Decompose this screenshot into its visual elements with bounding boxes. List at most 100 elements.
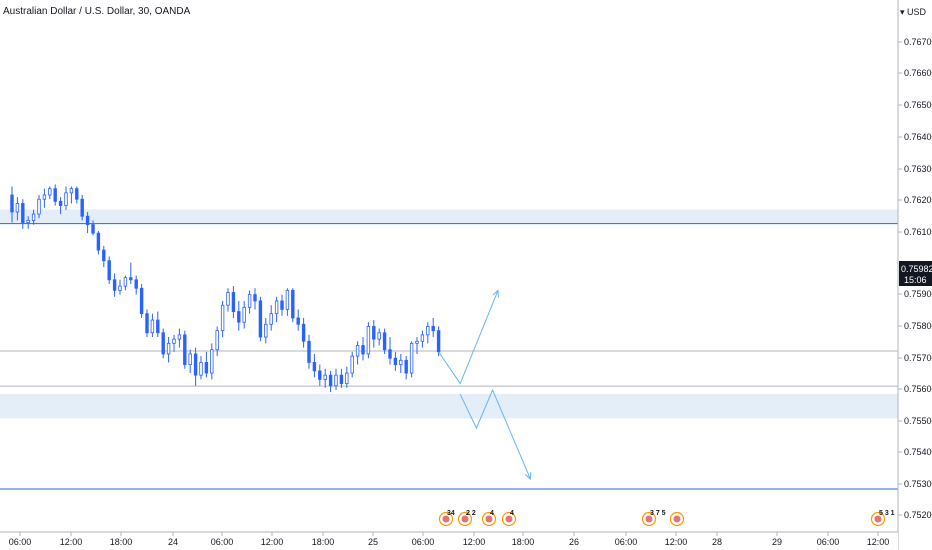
event-count: 5 3 1 <box>879 510 895 517</box>
event-marker-1[interactable]: 2 2 <box>457 510 476 527</box>
candle <box>339 374 344 385</box>
plot-area[interactable] <box>0 0 898 532</box>
x-tick-label: 24 <box>168 537 178 547</box>
event-marker-3[interactable]: 4 <box>501 510 517 527</box>
flag-center <box>485 515 493 523</box>
last-price-tag-bg <box>899 261 932 286</box>
projection-arrow-head-1 <box>524 471 532 481</box>
last-price-tag: 0.75982 15:06 <box>899 261 932 286</box>
candle <box>177 334 182 340</box>
candle <box>91 224 95 234</box>
candle <box>204 362 209 374</box>
projection-path-0 <box>438 290 499 385</box>
event-marker-5[interactable] <box>669 511 685 527</box>
candle <box>31 213 36 221</box>
candle <box>345 372 349 385</box>
x-tick-label: 25 <box>368 537 378 547</box>
flag-center <box>874 515 882 523</box>
y-tick-label: 0.75200 <box>904 510 932 520</box>
candle <box>183 334 187 365</box>
candle <box>80 198 84 217</box>
x-tick-label: 12:00 <box>867 537 890 547</box>
candle <box>53 188 57 202</box>
x-tick-label: 12:00 <box>60 537 83 547</box>
candle <box>64 192 68 206</box>
candle <box>269 313 273 325</box>
event-marker-2[interactable]: 4 <box>481 510 497 527</box>
projection-path-1 <box>459 388 531 480</box>
candle <box>361 345 365 355</box>
event-count: 2 2 <box>466 510 476 517</box>
event-marker-6[interactable]: 5 3 1 <box>870 510 895 527</box>
candle <box>145 313 149 334</box>
time-axis[interactable] <box>0 532 898 550</box>
candle <box>107 260 111 281</box>
event-marker-0[interactable]: 34 <box>438 510 455 527</box>
candle <box>280 300 284 310</box>
event-marker-4[interactable]: 3 7 5 <box>641 510 666 527</box>
currency-selector-box <box>902 4 928 18</box>
x-tick-label: 06:00 <box>211 537 234 547</box>
candle <box>69 188 74 194</box>
currency-selector[interactable]: USD ▾ <box>900 4 928 18</box>
candle <box>409 342 414 374</box>
x-tick-label: 18:00 <box>312 537 335 547</box>
candle <box>301 323 306 342</box>
flag-center <box>645 515 653 523</box>
candle <box>334 374 338 387</box>
candle <box>215 330 219 351</box>
candle <box>150 319 155 334</box>
candle <box>21 203 25 223</box>
flag-center <box>673 515 681 523</box>
candle <box>382 332 387 351</box>
flag-center <box>505 515 513 523</box>
candle <box>85 215 90 226</box>
candle <box>372 326 376 340</box>
candle <box>129 277 133 281</box>
event-count: 34 <box>447 510 455 517</box>
candle <box>264 323 268 338</box>
x-tick-label: 12:00 <box>665 537 688 547</box>
candle <box>193 353 198 376</box>
candle <box>253 294 257 302</box>
event-count: 4 <box>510 510 514 517</box>
chart-title: Australian Dollar / U.S. Dollar, 30, OAN… <box>3 6 191 17</box>
candle <box>96 232 101 251</box>
candle <box>312 362 317 372</box>
candle <box>226 292 230 306</box>
candle <box>436 330 441 353</box>
flag-center <box>461 515 469 523</box>
candle <box>404 359 408 374</box>
bar-countdown: 15:06 <box>904 275 927 285</box>
candle <box>355 345 360 357</box>
candle <box>58 200 63 206</box>
x-tick-label: 26 <box>569 537 579 547</box>
candle <box>199 362 203 376</box>
candle <box>328 374 333 387</box>
candle <box>426 326 430 336</box>
candle <box>296 317 300 325</box>
candle <box>231 292 236 312</box>
candle <box>399 359 403 365</box>
currency-chevron-icon: ▾ <box>900 7 905 17</box>
x-tick-label: 06:00 <box>412 537 435 547</box>
candle <box>75 188 79 200</box>
x-tick-label: 12:00 <box>261 537 284 547</box>
flag-center <box>442 515 450 523</box>
last-price-value: 0.75982 <box>901 264 932 274</box>
zone-1 <box>0 393 898 419</box>
candle <box>350 355 354 374</box>
candle <box>112 279 117 291</box>
